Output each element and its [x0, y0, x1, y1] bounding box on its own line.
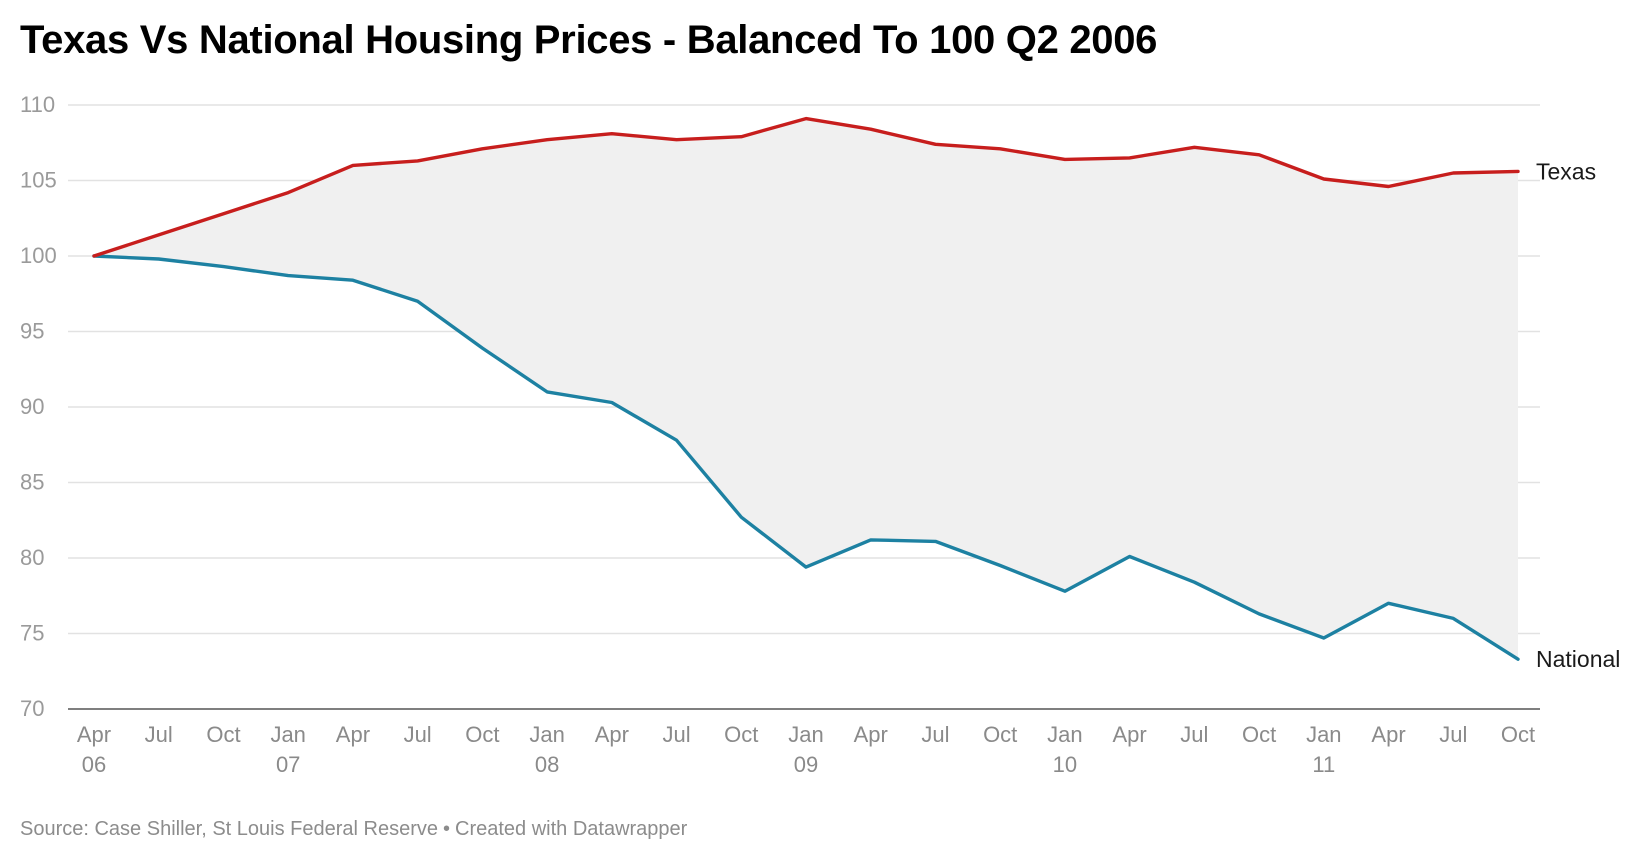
series-label-national: National: [1536, 646, 1620, 672]
x-tick-label: Jul: [145, 722, 173, 747]
x-tick-label: Oct: [983, 722, 1017, 747]
x-tick-label: Apr: [854, 722, 888, 747]
series-label-texas: Texas: [1536, 158, 1596, 184]
difference-area: [94, 118, 1518, 660]
y-tick-label: 100: [20, 243, 57, 268]
y-tick-label: 110: [20, 92, 55, 117]
x-tick-label: Oct: [724, 722, 758, 747]
x-tick-label: Apr: [336, 722, 370, 747]
x-tick-label: Jul: [1180, 722, 1208, 747]
x-tick-year: 06: [82, 752, 106, 777]
chart-title: Texas Vs National Housing Prices - Balan…: [20, 18, 1158, 62]
y-tick-label: 95: [20, 319, 44, 344]
datawrapper-credit[interactable]: Created with Datawrapper: [455, 818, 688, 840]
x-tick-year: 08: [535, 752, 559, 777]
x-tick-label: Jul: [662, 722, 690, 747]
footer-separator: •: [442, 818, 450, 840]
x-tick-label: Apr: [1113, 722, 1147, 747]
x-tick-label: Jan: [529, 722, 564, 747]
source-note: Source: Case Shiller, St Louis Federal R…: [20, 818, 438, 840]
x-tick-label: Apr: [1371, 722, 1405, 747]
y-axis-ticks: 110 105 100 95 90 85 80 75 70: [20, 92, 57, 721]
y-tick-label: 75: [20, 621, 44, 646]
series-line-texas: [92, 116, 1520, 258]
y-tick-label: 85: [20, 470, 44, 495]
y-tick-label: 80: [20, 545, 44, 570]
series-lines: [92, 116, 1520, 661]
series-labels: Texas National: [1536, 158, 1620, 672]
x-tick-label: Jan: [270, 722, 305, 747]
x-tick-label: Apr: [77, 722, 111, 747]
x-tick-label: Jul: [921, 722, 949, 747]
x-tick-label: Jan: [1047, 722, 1082, 747]
x-tick-year: 09: [794, 752, 818, 777]
x-tick-label: Apr: [595, 722, 629, 747]
x-tick-label: Jul: [404, 722, 432, 747]
series-line-national: [92, 254, 1520, 661]
x-tick-year: 10: [1053, 752, 1077, 777]
difference-area-fill: [94, 118, 1518, 660]
x-tick-label: Jan: [788, 722, 823, 747]
y-tick-label: 90: [20, 394, 44, 419]
chart-footer: Source: Case Shiller, St Louis Federal R…: [20, 818, 687, 841]
x-tick-label: Oct: [465, 722, 499, 747]
x-tick-label: Oct: [206, 722, 240, 747]
x-tick-year: 07: [276, 752, 300, 777]
x-tick-label: Oct: [1501, 722, 1535, 747]
x-tick-label: Jul: [1439, 722, 1467, 747]
y-tick-label: 70: [20, 696, 44, 721]
y-tick-label: 105: [20, 168, 57, 193]
x-axis-ticks: Apr 06 Jul Oct Jan 07 Apr Jul Oct Jan 08 Apr Jul Oct J…: [77, 722, 1535, 777]
x-tick-label: Jan: [1306, 722, 1341, 747]
x-tick-year: 11: [1312, 752, 1335, 777]
x-tick-label: Oct: [1242, 722, 1276, 747]
